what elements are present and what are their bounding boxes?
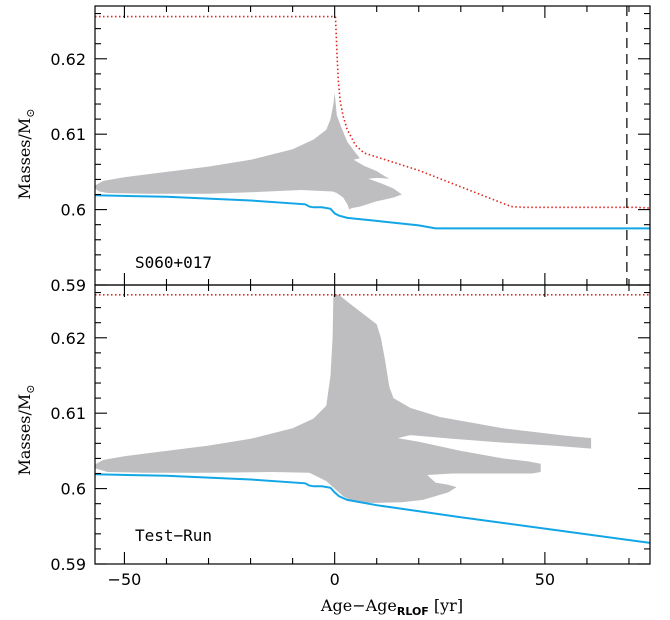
frame-top xyxy=(94,5,651,286)
y-tick-label: 0.61 xyxy=(50,125,86,144)
x-tick-label: −50 xyxy=(108,570,142,589)
x-axis-title-unit: [yr] xyxy=(429,596,463,615)
panel-top xyxy=(95,6,650,285)
y-axis-title-bottom: Masses/M⊙ xyxy=(15,384,37,475)
y-axis-title-main: Masses/M xyxy=(15,394,34,476)
panel-label-bottom: Test−Run xyxy=(135,526,212,545)
shaded-region xyxy=(95,92,402,210)
tick-labels: 0.59 0.6 0.61 0.62 0.59 0.6 0.61 0.62 −50 0 50 xyxy=(50,50,555,589)
shaded-region xyxy=(95,294,592,503)
blue-line xyxy=(95,473,650,544)
x-axis-title-subscript: RLOF xyxy=(397,605,429,618)
red-dotted-line xyxy=(95,15,650,209)
x-axis-title-main: Age−Age xyxy=(320,596,397,615)
panel-bottom xyxy=(95,294,650,544)
y-axis-title-main: Masses/M xyxy=(15,118,34,200)
svg-text:Masses/M⊙: Masses/M⊙ xyxy=(15,108,37,199)
x-tick-label: 50 xyxy=(535,570,555,589)
y-tick-label: 0.59 xyxy=(50,276,86,295)
y-axis-title-symbol: ⊙ xyxy=(24,108,37,117)
x-tick-label: 0 xyxy=(330,570,340,589)
panel-label-top: S060+017 xyxy=(135,253,212,272)
y-tick-label: 0.61 xyxy=(50,404,86,423)
y-tick-label: 0.62 xyxy=(50,329,86,348)
tick-marks xyxy=(95,6,650,565)
y-tick-label: 0.6 xyxy=(61,480,86,499)
y-axis-title-symbol: ⊙ xyxy=(24,384,37,393)
frame-bottom xyxy=(94,284,651,565)
y-tick-label: 0.59 xyxy=(50,555,86,574)
y-tick-label: 0.62 xyxy=(50,50,86,69)
y-axis-title-top: Masses/M⊙ xyxy=(15,108,37,199)
blue-line xyxy=(95,194,650,230)
x-axis-title: Age−AgeRLOF [yr] xyxy=(320,596,463,618)
svg-text:Masses/M⊙: Masses/M⊙ xyxy=(15,384,37,475)
y-tick-label: 0.6 xyxy=(61,201,86,220)
